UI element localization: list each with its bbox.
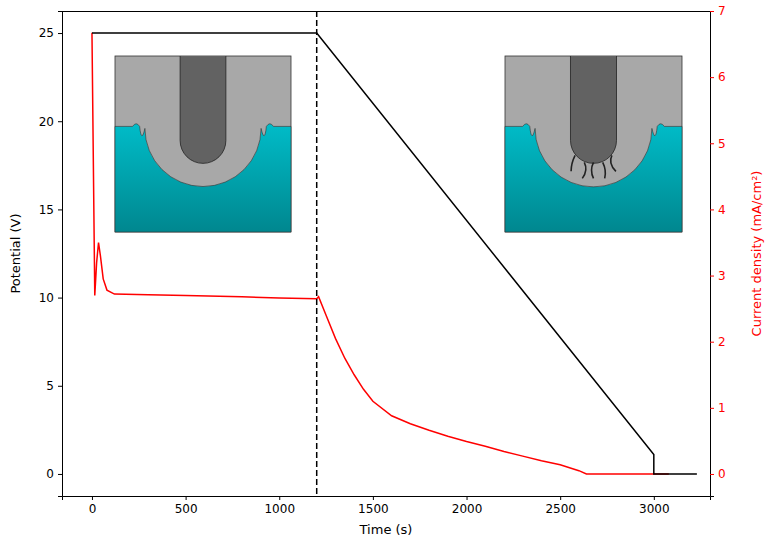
tick: 3 [710,269,726,283]
tick-label: 2000 [452,502,483,516]
series-line [92,33,697,474]
tick-label: 1000 [264,502,295,516]
tick: 3000 [639,496,670,516]
tick-mark [710,77,714,78]
tick: 4 [710,203,726,217]
series-line [92,33,669,474]
inset-electrode [570,56,616,163]
tick-mark [710,209,714,210]
inset-schematic [505,56,682,232]
tick: 2500 [545,496,576,516]
y-axis: 0 5 10 15 20 25 [39,12,63,497]
tick-label: 3 [718,269,726,283]
inset-background [505,56,682,232]
tick: 2 [710,335,726,349]
tick-label: 0 [718,467,726,481]
tick-mark [58,386,62,387]
tick-mark [58,121,62,122]
vertical-line [316,11,318,496]
inset-electrode [180,56,226,163]
inset-dendrite [592,162,594,178]
tick: 1500 [358,496,389,516]
tick-mark [467,496,468,500]
tick: 6 [710,70,726,84]
tick-mark [710,342,714,343]
tick-label: 5 [718,137,726,151]
plot-lines [92,11,697,496]
tick: 2000 [452,496,483,516]
tick-mark [58,33,62,34]
inset-schematic [115,56,291,232]
tick-label: 7 [718,4,726,18]
tick-label: 0 [46,467,54,481]
tick-label: 1500 [358,502,389,516]
tick-mark [560,496,561,500]
tick-mark [710,143,714,144]
tick-label: 6 [718,70,726,84]
tick: 500 [175,496,198,516]
tick-label: 500 [175,502,198,516]
tick: 25 [39,26,62,40]
tick-mark [186,496,187,500]
y2-axis-title: Current density (mA/cm²) [749,171,764,337]
tick-mark [710,474,714,475]
x-axis-title: Time (s) [359,522,413,537]
axis-line [63,497,711,501]
chart: 0 500 1000 1500 2000 2500 3000 0 5 10 15 20 25 0 1 2 3 4 5… [0,0,773,548]
tick-label: 1 [718,401,726,415]
tick-mark [58,209,62,210]
tick-mark [58,298,62,299]
tick: 0 [46,467,62,481]
tick-label: 10 [39,291,54,305]
tick: 15 [39,203,62,217]
tick-label: 2500 [545,502,576,516]
inset-dendrite [582,162,586,178]
tick-mark [279,496,280,500]
tick-mark [710,11,714,12]
tick-label: 5 [46,379,54,393]
tick-mark [710,276,714,277]
y-axis-title: Potential (V) [8,213,23,293]
tick-mark [92,496,93,500]
tick-label: 20 [39,115,54,129]
inset-dendrite [571,155,575,171]
y2-axis: 0 1 2 3 4 5 6 7 [710,4,726,496]
tick: 5 [46,379,62,393]
x-axis: 0 500 1000 1500 2000 2500 3000 [63,496,711,516]
axis-line [711,12,715,497]
tick-label: 2 [718,335,726,349]
tick: 0 [89,496,97,516]
inset-background [115,56,291,232]
tick: 0 [710,467,726,481]
tick-mark [58,474,62,475]
tick-label: 0 [89,502,97,516]
tick: 1000 [264,496,295,516]
inset-dendrite [611,155,616,171]
tick-mark [654,496,655,500]
tick: 7 [710,4,726,18]
axis-line [58,12,63,497]
inset-dendrite [603,162,606,178]
tick: 1 [710,401,726,415]
tick-mark [373,496,374,500]
tick-label: 4 [718,203,726,217]
tick: 5 [710,137,726,151]
tick: 20 [39,115,62,129]
tick-mark [710,408,714,409]
tick-label: 25 [39,26,54,40]
tick: 10 [39,291,62,305]
tick-label: 3000 [639,502,670,516]
tick-label: 15 [39,203,54,217]
frame-top [62,11,710,12]
